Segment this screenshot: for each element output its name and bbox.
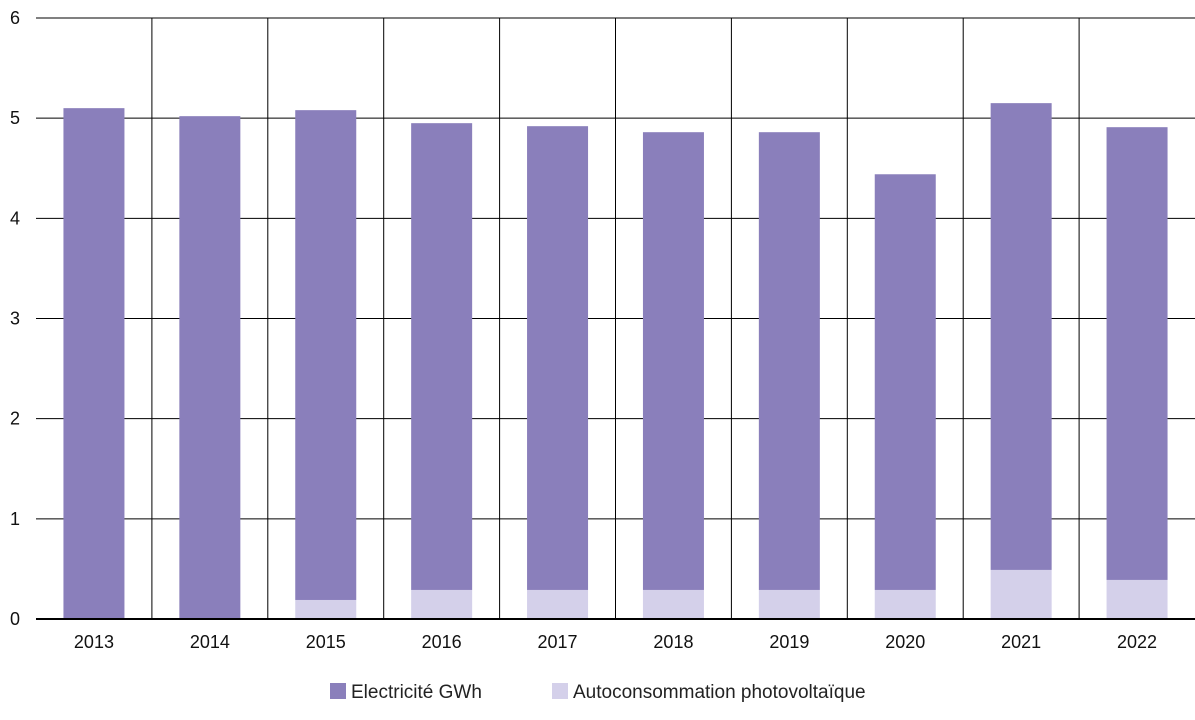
bar-electricite-2021 bbox=[990, 103, 1052, 570]
bar-autoconsommation-2017 bbox=[527, 589, 589, 619]
bar-electricite-2018 bbox=[642, 132, 704, 590]
bar-autoconsommation-2016 bbox=[411, 589, 473, 619]
bar-autoconsommation-2019 bbox=[758, 589, 820, 619]
bar-electricite-2022 bbox=[1106, 127, 1168, 580]
bar-autoconsommation-2015 bbox=[295, 599, 357, 619]
x-tick-label: 2021 bbox=[1001, 632, 1041, 652]
bar-electricite-2013 bbox=[63, 108, 125, 620]
x-tick-label: 2014 bbox=[190, 632, 230, 652]
bar-electricite-2019 bbox=[758, 132, 820, 590]
bar-electricite-2014 bbox=[179, 116, 241, 619]
x-tick-label: 2015 bbox=[306, 632, 346, 652]
x-tick-label: 2018 bbox=[653, 632, 693, 652]
x-tick-label: 2020 bbox=[885, 632, 925, 652]
legend-swatch-electricite bbox=[330, 683, 346, 699]
bars-layer bbox=[63, 103, 1168, 620]
x-tick-label: 2016 bbox=[422, 632, 462, 652]
y-tick-label: 2 bbox=[10, 409, 20, 429]
y-tick-label: 6 bbox=[10, 8, 20, 28]
y-tick-label: 1 bbox=[10, 509, 20, 529]
bar-autoconsommation-2022 bbox=[1106, 579, 1168, 619]
bar-autoconsommation-2021 bbox=[990, 569, 1052, 619]
bar-autoconsommation-2018 bbox=[642, 589, 704, 619]
legend-label-autoconsommation: Autoconsommation photovoltaïque bbox=[573, 682, 866, 703]
y-tick-label: 4 bbox=[10, 208, 20, 228]
bar-autoconsommation-2020 bbox=[874, 589, 936, 619]
y-tick-label: 5 bbox=[10, 108, 20, 128]
x-tick-label: 2013 bbox=[74, 632, 114, 652]
x-tick-label: 2019 bbox=[769, 632, 809, 652]
legend-label-electricite: Electricité GWh bbox=[351, 682, 482, 703]
bar-electricite-2017 bbox=[527, 126, 589, 590]
y-tick-label: 3 bbox=[10, 309, 20, 329]
bar-electricite-2020 bbox=[874, 174, 936, 590]
x-tick-label: 2017 bbox=[538, 632, 578, 652]
y-tick-label: 0 bbox=[10, 609, 20, 629]
legend: Electricité GWh Autoconsommation photovo… bbox=[330, 682, 866, 703]
bar-electricite-2016 bbox=[411, 123, 473, 590]
x-tick-label: 2022 bbox=[1117, 632, 1157, 652]
legend-swatch-autoconsommation bbox=[552, 683, 568, 699]
axis-layer: 0 1 2 3 4 5 6 2013 2014 2015 2016 2017 2018 2019 2020 2… bbox=[10, 8, 1195, 652]
bar-electricite-2015 bbox=[295, 110, 357, 600]
